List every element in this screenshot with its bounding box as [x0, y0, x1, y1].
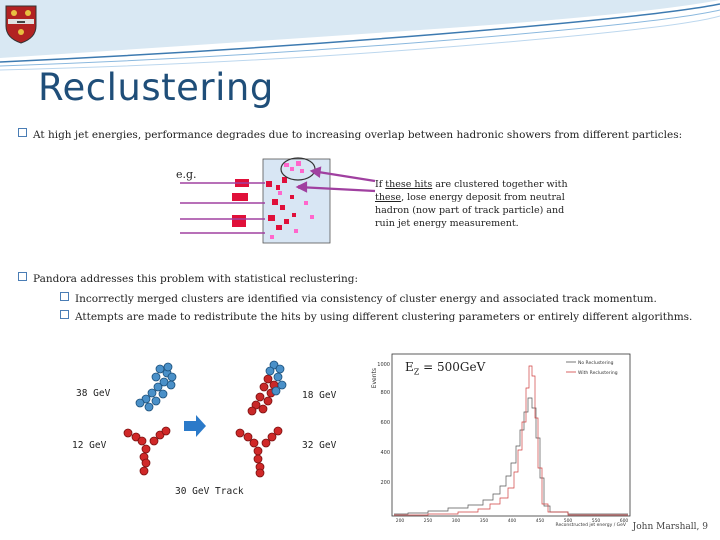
ytick: 200	[380, 480, 390, 486]
cluster-diagram	[123, 360, 287, 478]
note-these-hits: these hits	[385, 179, 433, 190]
xtick: 300	[452, 518, 461, 524]
overlap-note: If these hits are clustered together wit…	[375, 178, 575, 230]
plot-xlabel: Reconstructed jet energy / GeV	[556, 522, 627, 528]
bullet-marker-icon	[60, 310, 69, 319]
blue-cluster-right	[265, 360, 287, 396]
cambridge-crest-icon	[5, 5, 37, 44]
xtick: 200	[396, 518, 405, 524]
xtick: 500	[564, 518, 573, 524]
bullet-marker-icon	[18, 272, 27, 281]
ytick: 1000	[377, 362, 390, 368]
bullet-overlap-text: At high jet energies, performance degrad…	[33, 129, 683, 141]
note-these: these	[375, 192, 402, 203]
plot-legend: No Reclustering With Reclustering	[566, 360, 618, 376]
ytick: 600	[380, 420, 390, 426]
arrows	[295, 166, 376, 193]
subbullet-identify-text: Incorrectly merged clusters are identifi…	[75, 293, 657, 305]
xtick: 600	[620, 518, 629, 524]
label-12gev: 12 GeV	[72, 440, 107, 451]
note-text-2: are clustered together with	[432, 179, 568, 190]
red-track-left	[123, 426, 171, 476]
legend-no-reclustering: No Reclustering	[578, 360, 614, 366]
eg-label: e.g.	[176, 168, 197, 181]
xtick: 400	[508, 518, 517, 524]
ytick: 800	[380, 390, 390, 396]
red-track-right	[235, 426, 283, 478]
xtick: 250	[424, 518, 433, 524]
bullet-marker-icon	[18, 128, 27, 137]
arrow-right-icon	[184, 415, 206, 437]
legend-with-reclustering: With Reclustering	[578, 370, 618, 376]
ez-symbol: E	[405, 360, 414, 374]
hist-with-reclustering	[394, 365, 628, 516]
subbullet-identify: Incorrectly merged clusters are identifi…	[60, 292, 710, 306]
tracks	[180, 182, 265, 234]
label-32gev: 32 GeV	[302, 440, 337, 451]
energy-histogram: Events 200 400 600 800 1000 200 250 300 …	[371, 353, 631, 528]
xtick: 350	[480, 518, 489, 524]
ytick: 400	[380, 450, 390, 456]
plot-ylabel: Events	[371, 368, 378, 388]
header-band	[0, 0, 720, 95]
ez-label: EZ = 500GeV	[405, 360, 485, 376]
xtick: 450	[536, 518, 545, 524]
blue-cluster-left	[135, 362, 177, 412]
bullet-marker-icon	[60, 292, 69, 301]
slide-title: Reclustering	[38, 66, 274, 109]
note-text-3: , lose energy deposit from neutral hadro…	[375, 192, 565, 229]
bullet-pandora-text: Pandora addresses this problem with stat…	[33, 273, 359, 285]
label-30gev-track: 30 GeV Track	[175, 486, 244, 497]
label-38gev: 38 GeV	[76, 388, 111, 399]
event-display	[180, 157, 376, 244]
red-cluster-right	[247, 374, 279, 416]
bullet-overlap: At high jet energies, performance degrad…	[18, 128, 718, 142]
subbullet-redistribute: Attempts are made to redistribute the hi…	[60, 310, 710, 325]
xtick: 550	[592, 518, 601, 524]
ez-value: = 500GeV	[419, 360, 486, 374]
subbullet-redistribute-text: Attempts are made to redistribute the hi…	[75, 311, 693, 323]
footer-author: John Marshall, 9	[632, 522, 708, 532]
ez-subscript: Z	[413, 367, 420, 377]
bullet-pandora: Pandora addresses this problem with stat…	[18, 272, 708, 286]
note-text-1: If	[375, 179, 386, 190]
label-18gev: 18 GeV	[302, 390, 337, 401]
